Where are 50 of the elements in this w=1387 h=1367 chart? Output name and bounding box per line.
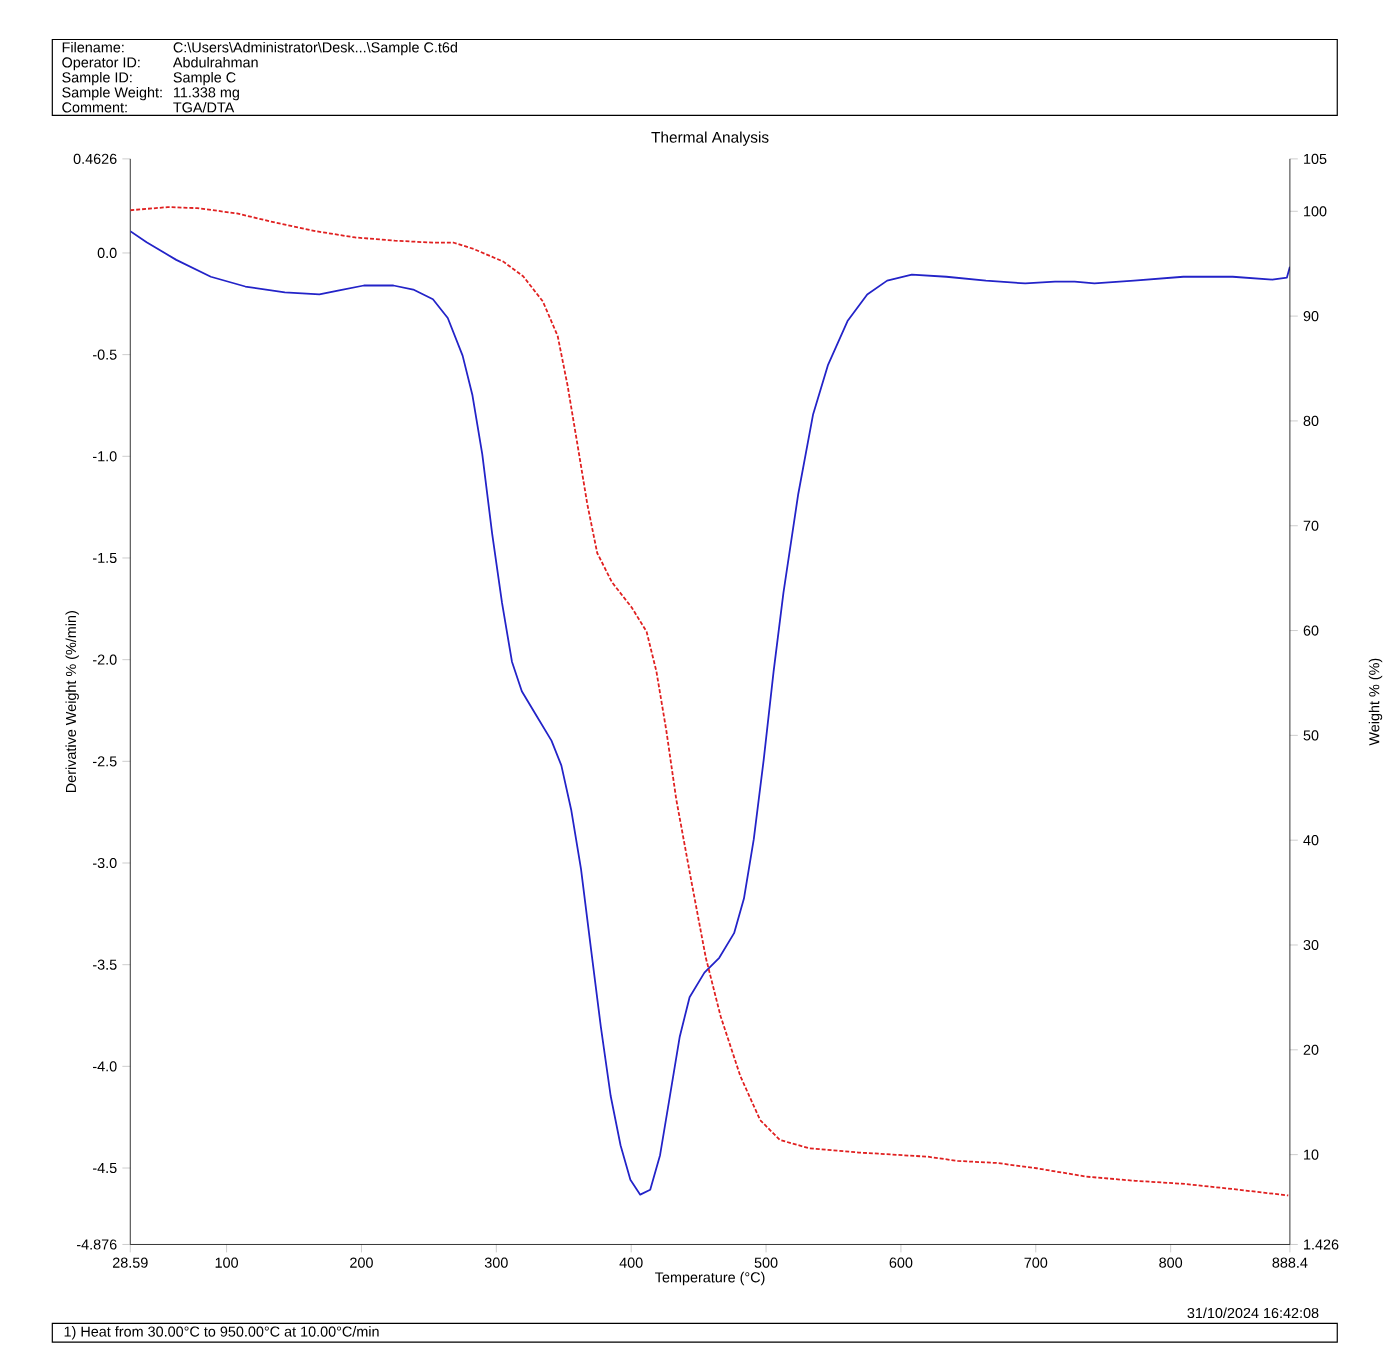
- y2-tick-label: 100: [1304, 206, 1327, 217]
- text: 11.338 mg: [173, 87, 239, 101]
- y2-tick-label: 105: [1304, 153, 1327, 165]
- y-tick-label: -1.0: [93, 451, 117, 462]
- y2-axis-title: Weight % (%): [1368, 658, 1383, 746]
- text: C:\Users\Administrator\Desk...\Sample C.t6d: [173, 41, 458, 56]
- text: Filename:: [62, 41, 124, 53]
- x-tick-label: 600: [889, 1257, 913, 1268]
- y-tick-label: -4.876: [76, 1239, 117, 1250]
- y2-tick-label: 10: [1304, 1149, 1319, 1160]
- text: Operator ID:: [62, 57, 140, 71]
- y2-tick-label: 30: [1303, 939, 1319, 951]
- y2-tick-label: 70: [1303, 520, 1319, 531]
- y-tick-label: -3.5: [93, 959, 117, 970]
- y-tick-label: 0.4626: [73, 153, 117, 165]
- y-tick-label: -2.5: [93, 756, 117, 767]
- y2-tick-label: 1.426: [1304, 1239, 1339, 1250]
- text: Comment:: [62, 102, 127, 113]
- y-tick-label: -3.0: [93, 857, 117, 869]
- text: Sample C: [173, 71, 236, 86]
- text: 1) Heat from 30.00°C to 950.00°C at 10.00°C/min: [64, 1326, 379, 1340]
- y-tick-label: -0.5: [93, 349, 117, 360]
- y2-tick-label: 50: [1303, 730, 1319, 741]
- x-tick-label: 888.4: [1272, 1257, 1308, 1268]
- y-tick-label: -4.0: [93, 1061, 117, 1072]
- y-tick-label: 0.0: [97, 247, 117, 259]
- y2-tick-label: 80: [1303, 415, 1319, 427]
- x-tick-label: 100: [215, 1257, 239, 1268]
- x-axis-title: Temperature (°C): [655, 1271, 765, 1286]
- y-tick-label: -1.5: [93, 553, 117, 564]
- y2-tick-label: 90: [1303, 311, 1319, 322]
- x-tick-label: 300: [484, 1257, 508, 1268]
- x-tick-label: 500: [754, 1257, 778, 1268]
- y2-tick-label: 40: [1303, 835, 1319, 846]
- text: Sample ID:: [62, 71, 132, 86]
- y-tick-label: -2.0: [93, 654, 117, 665]
- x-tick-label: 200: [350, 1257, 373, 1268]
- x-tick-label: 400: [619, 1257, 643, 1268]
- text: Sample Weight:: [62, 86, 162, 101]
- x-tick-label: 700: [1024, 1257, 1048, 1268]
- x-tick-label: 800: [1159, 1257, 1183, 1268]
- text: Abdulrahman: [172, 56, 258, 68]
- x-tick-label: 28.59: [112, 1257, 148, 1268]
- y2-tick-label: 20: [1303, 1044, 1319, 1055]
- y2-tick-label: 60: [1303, 625, 1319, 636]
- y-axis-title: Derivative Weight % (%/min): [65, 611, 79, 793]
- text: 31/10/2024 16:42:08: [1187, 1307, 1319, 1319]
- y-tick-label: -4.5: [93, 1163, 117, 1174]
- text: TGA/DTA: [173, 101, 235, 113]
- chart-title: Thermal Analysis: [651, 131, 769, 146]
